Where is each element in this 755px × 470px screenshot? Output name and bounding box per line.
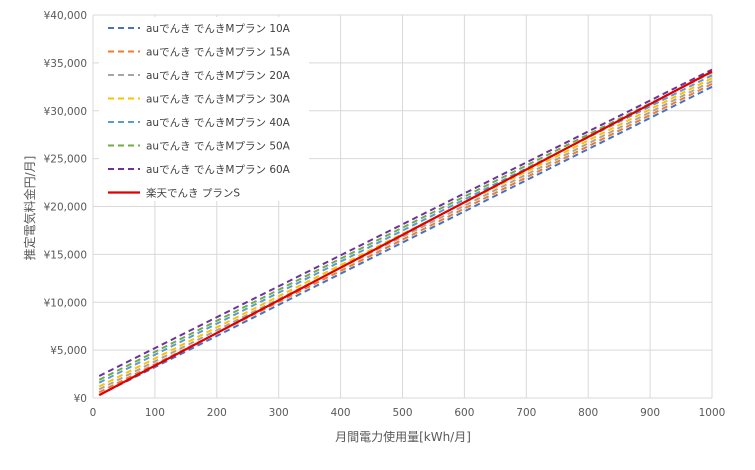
y-tick-label: ¥20,000 [44, 202, 87, 214]
y-tick-label: ¥5,000 [50, 345, 87, 357]
legend-label-3: auでんき でんきMプラン 20A [146, 70, 291, 82]
legend-label-8: 楽天でんき プランS [146, 187, 240, 200]
legend-label-2: auでんき でんきMプラン 15A [146, 47, 291, 59]
x-tick-label: 700 [516, 407, 536, 419]
y-tick-label: ¥15,000 [44, 249, 87, 261]
y-axis-title: 推定電気料金円/月] [22, 156, 37, 261]
x-tick-label: 900 [640, 407, 660, 419]
series-line-3 [98, 80, 713, 391]
x-tick-label: 100 [145, 407, 165, 419]
y-tick-label: ¥0 [74, 393, 87, 405]
tick-labels: ¥0 ¥5,000 ¥10,000 ¥15,000 ¥20,000 ¥25,000 ¥30,… [44, 10, 726, 419]
series-line-1 [98, 85, 713, 396]
y-tick-label: ¥40,000 [44, 10, 87, 22]
legend-label-5: auでんき でんきMプラン 40A [146, 117, 291, 129]
x-tick-label: 400 [331, 407, 351, 419]
x-tick-label: 800 [578, 407, 598, 419]
legend-label-7: auでんき でんきMプラン 60A [146, 164, 291, 176]
legend-label-1: auでんき でんきMプラン 10A [146, 23, 291, 35]
x-tick-label: 200 [207, 407, 227, 419]
legend-label-6: auでんき でんきMプラン 50A [146, 141, 291, 153]
x-axis-title: 月間電力使用量[kWh/月] [335, 429, 471, 444]
legend-box [99, 17, 309, 201]
series-lines [98, 68, 713, 397]
x-tick-label: 1000 [699, 407, 726, 419]
x-tick-label: 600 [454, 407, 474, 419]
y-tick-label: ¥25,000 [44, 154, 87, 166]
y-tick-label: ¥30,000 [44, 106, 87, 118]
y-tick-label: ¥10,000 [44, 297, 87, 309]
x-tick-label: 0 [90, 407, 97, 419]
legend-label-4: auでんき でんきMプラン 30A [146, 94, 291, 106]
series-line-8 [98, 70, 713, 397]
x-tick-label: 500 [392, 407, 412, 419]
x-tick-label: 300 [269, 407, 289, 419]
series-line-7 [98, 68, 713, 377]
legend: auでんき でんきMプラン 10A auでんき でんきMプラン 15A auでんき … [99, 17, 309, 201]
series-line-6 [98, 71, 713, 381]
y-tick-label: ¥35,000 [44, 58, 87, 70]
